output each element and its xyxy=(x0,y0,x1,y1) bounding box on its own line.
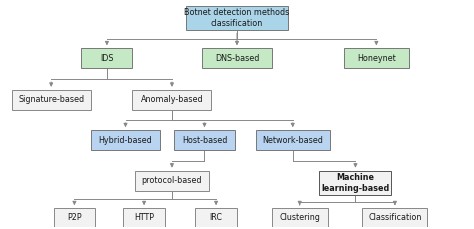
FancyBboxPatch shape xyxy=(186,6,288,30)
Text: Anomaly-based: Anomaly-based xyxy=(141,95,203,104)
Text: P2P: P2P xyxy=(67,213,82,222)
FancyBboxPatch shape xyxy=(54,208,95,227)
Text: HTTP: HTTP xyxy=(134,213,154,222)
Text: Classification: Classification xyxy=(368,213,422,222)
Text: Signature-based: Signature-based xyxy=(18,95,84,104)
Text: Machine
learning-based: Machine learning-based xyxy=(321,173,390,193)
FancyBboxPatch shape xyxy=(174,130,235,150)
Text: IRC: IRC xyxy=(210,213,223,222)
FancyBboxPatch shape xyxy=(82,48,132,68)
FancyBboxPatch shape xyxy=(272,208,328,227)
FancyBboxPatch shape xyxy=(255,130,330,150)
FancyBboxPatch shape xyxy=(363,208,428,227)
FancyBboxPatch shape xyxy=(195,208,237,227)
Text: Clustering: Clustering xyxy=(279,213,320,222)
FancyBboxPatch shape xyxy=(12,90,91,110)
FancyBboxPatch shape xyxy=(344,48,409,68)
Text: DNS-based: DNS-based xyxy=(215,54,259,63)
FancyBboxPatch shape xyxy=(202,48,272,68)
Text: IDS: IDS xyxy=(100,54,114,63)
Text: Network-based: Network-based xyxy=(262,136,323,145)
FancyBboxPatch shape xyxy=(319,171,392,195)
FancyBboxPatch shape xyxy=(91,130,160,150)
Text: Honeynet: Honeynet xyxy=(357,54,396,63)
FancyBboxPatch shape xyxy=(135,171,209,191)
FancyBboxPatch shape xyxy=(132,90,211,110)
Text: Hybrid-based: Hybrid-based xyxy=(99,136,152,145)
FancyBboxPatch shape xyxy=(123,208,165,227)
Text: Botnet detection methods
classification: Botnet detection methods classification xyxy=(184,8,290,28)
Text: Host-based: Host-based xyxy=(182,136,227,145)
Text: protocol-based: protocol-based xyxy=(142,176,202,185)
